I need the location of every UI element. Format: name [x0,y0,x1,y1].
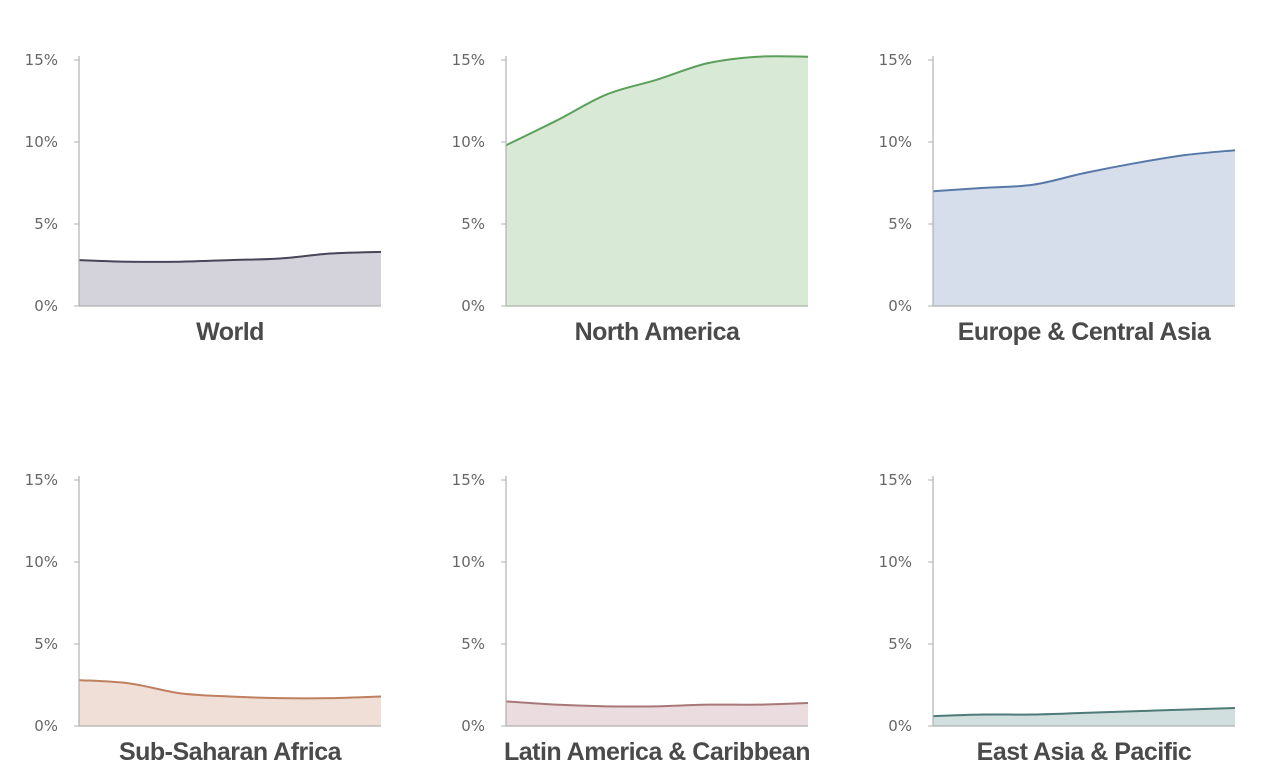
latin-america-and-caribbean-y-tick-label: 15% [452,471,485,489]
north-america-series-line [505,55,809,147]
world-area [79,251,381,306]
east-asia-and-pacific-area [933,707,1235,726]
sub-saharan-africa-y-tick-label: 15% [25,471,58,489]
sub-saharan-africa-series-line [78,679,382,700]
europe-and-central-asia-series-line [932,149,1236,193]
sub-saharan-africa-area [79,680,381,726]
east-asia-and-pacific-y-tick-label: 10% [879,553,912,571]
latin-america-and-caribbean-y-tick-label: 10% [452,553,485,571]
sub-saharan-africa-y-tick-label: 5% [34,635,58,653]
europe-and-central-asia-y-tick-label: 0% [888,297,912,315]
latin-america-and-caribbean-title: Latin America & Caribbean [504,738,810,766]
panel-sub-saharan-africa: 0% 5% 10% 15% Sub-Saharan Africa [25,471,382,766]
panel-latin-america-and-caribbean: 0% 5% 10% 15% Latin America & Caribbean [452,471,811,766]
world-y-tick-label: 15% [25,51,58,69]
europe-and-central-asia-area [933,150,1235,306]
europe-and-central-asia-y-tick-label: 5% [888,215,912,233]
europe-and-central-asia-y-tick-label: 10% [879,133,912,151]
world-y-tick-label: 5% [34,215,58,233]
latin-america-and-caribbean-y-tick-label: 0% [461,717,485,735]
north-america-area [506,56,808,306]
east-asia-and-pacific-series-line [932,706,1236,718]
world-y-tick-label: 0% [34,297,58,315]
europe-and-central-asia-y-tick-label: 15% [879,51,912,69]
latin-america-and-caribbean-area [506,701,808,726]
latin-america-and-caribbean-series-line [505,700,809,708]
world-title: World [196,318,264,346]
north-america-y-tick-label: 5% [461,215,485,233]
latin-america-and-caribbean-y-tick-label: 5% [461,635,485,653]
sub-saharan-africa-y-tick-label: 10% [25,553,58,571]
panel-world: 0% 5% 10% 15% World [25,51,382,346]
east-asia-and-pacific-y-tick-label: 5% [888,635,912,653]
north-america-y-tick-label: 10% [452,133,485,151]
east-asia-and-pacific-y-tick-label: 0% [888,717,912,735]
east-asia-and-pacific-y-tick-label: 15% [879,471,912,489]
europe-and-central-asia-title: Europe & Central Asia [958,318,1212,346]
world-series-line [78,250,382,263]
east-asia-and-pacific-title: East Asia & Pacific [977,738,1192,766]
panel-east-asia-and-pacific: 0% 5% 10% 15% East Asia & Pacific [879,471,1236,766]
panel-europe-and-central-asia: 0% 5% 10% 15% Europe & Central Asia [879,51,1236,346]
sub-saharan-africa-title: Sub-Saharan Africa [119,738,343,766]
north-america-y-tick-label: 15% [452,51,485,69]
world-y-tick-label: 10% [25,133,58,151]
north-america-y-tick-label: 0% [461,297,485,315]
north-america-title: North America [575,318,741,346]
panel-north-america: 0% 5% 10% 15% North America [452,51,809,346]
sub-saharan-africa-y-tick-label: 0% [34,717,58,735]
